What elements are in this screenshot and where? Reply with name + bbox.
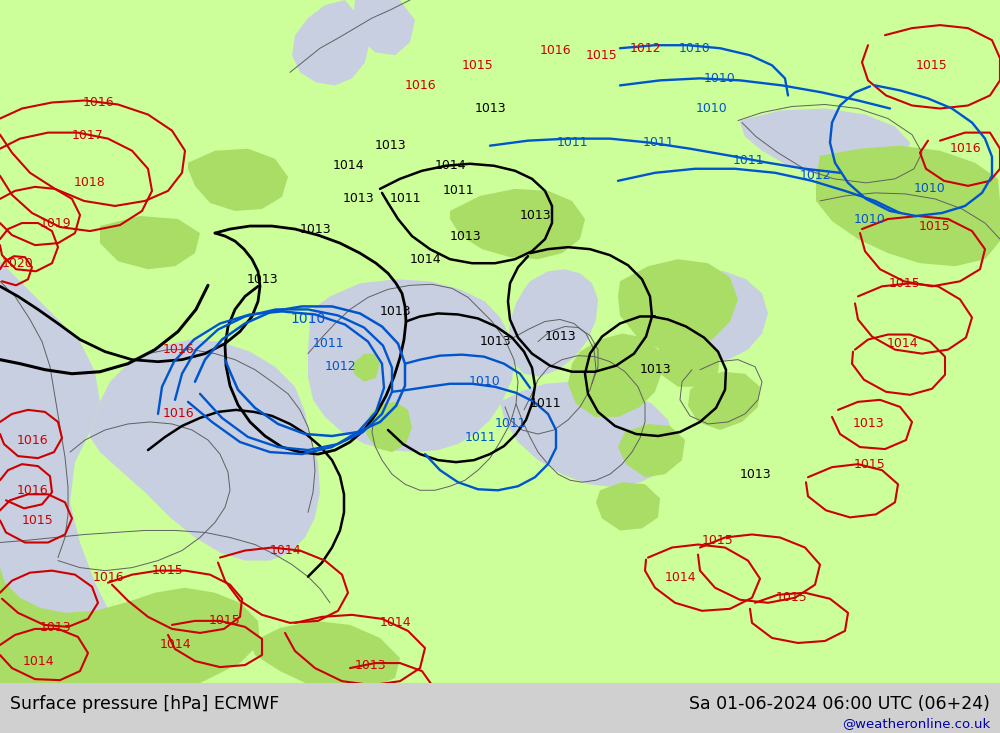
Text: 1015: 1015 — [586, 49, 618, 62]
Text: 1013: 1013 — [852, 418, 884, 430]
Text: 1013: 1013 — [519, 210, 551, 223]
Polygon shape — [0, 542, 260, 683]
Text: 1013: 1013 — [354, 658, 386, 671]
Text: 1010: 1010 — [854, 213, 886, 226]
Text: 1016: 1016 — [82, 96, 114, 109]
Text: 1015: 1015 — [462, 59, 494, 72]
Text: 1014: 1014 — [379, 616, 411, 630]
Text: 1013: 1013 — [449, 229, 481, 243]
Polygon shape — [618, 424, 685, 477]
Polygon shape — [450, 189, 585, 259]
Text: 1015: 1015 — [209, 614, 241, 627]
Text: 1016: 1016 — [16, 433, 48, 446]
Text: 1014: 1014 — [332, 159, 364, 172]
Polygon shape — [656, 269, 768, 364]
Text: 1013: 1013 — [479, 335, 511, 348]
Text: 1014: 1014 — [886, 337, 918, 350]
Text: 1011: 1011 — [389, 193, 421, 205]
Text: 1016: 1016 — [16, 484, 48, 497]
Text: 1013: 1013 — [246, 273, 278, 286]
Text: @weatheronline.co.uk: @weatheronline.co.uk — [842, 718, 990, 731]
Text: 1015: 1015 — [152, 564, 184, 577]
Polygon shape — [568, 334, 662, 417]
Text: 1010: 1010 — [679, 42, 711, 55]
Polygon shape — [353, 353, 380, 382]
Text: 1015: 1015 — [916, 59, 948, 72]
Text: 1011: 1011 — [642, 136, 674, 149]
Text: 1015: 1015 — [854, 457, 886, 471]
Text: Sa 01-06-2024 06:00 UTC (06+24): Sa 01-06-2024 06:00 UTC (06+24) — [689, 695, 990, 713]
Text: 1010: 1010 — [469, 375, 501, 388]
Text: 1011: 1011 — [556, 136, 588, 149]
Text: 1014: 1014 — [664, 571, 696, 584]
Polygon shape — [816, 146, 1000, 266]
Text: 1011: 1011 — [494, 418, 526, 430]
Text: 1014: 1014 — [409, 253, 441, 265]
Polygon shape — [618, 259, 738, 350]
Text: 1011: 1011 — [732, 154, 764, 167]
Text: 1016: 1016 — [162, 343, 194, 356]
Text: 1012: 1012 — [629, 42, 661, 55]
Text: 1018: 1018 — [74, 177, 106, 189]
Polygon shape — [308, 279, 515, 452]
Polygon shape — [596, 482, 660, 531]
Polygon shape — [250, 621, 400, 691]
Text: 1010: 1010 — [704, 72, 736, 85]
Text: 1016: 1016 — [92, 571, 124, 584]
Text: 1013: 1013 — [544, 330, 576, 343]
Text: 1011: 1011 — [464, 430, 496, 443]
Text: 1013: 1013 — [299, 223, 331, 235]
Polygon shape — [656, 336, 720, 387]
Polygon shape — [188, 149, 288, 211]
Text: 1014: 1014 — [269, 544, 301, 557]
Text: 1014: 1014 — [22, 655, 54, 668]
Text: Surface pressure [hPa] ECMWF: Surface pressure [hPa] ECMWF — [10, 695, 279, 713]
Text: 1012: 1012 — [799, 169, 831, 183]
Text: 1013: 1013 — [639, 364, 671, 376]
Text: 1016: 1016 — [404, 79, 436, 92]
Text: 1013: 1013 — [474, 102, 506, 115]
Polygon shape — [500, 382, 675, 487]
Text: 1019: 1019 — [39, 216, 71, 229]
Text: 1013: 1013 — [342, 193, 374, 205]
Text: 1020: 1020 — [2, 257, 34, 270]
Text: 1013: 1013 — [39, 622, 71, 634]
Text: 1015: 1015 — [889, 277, 921, 290]
Polygon shape — [90, 339, 320, 561]
Text: 1011: 1011 — [529, 397, 561, 410]
Polygon shape — [366, 402, 412, 452]
Polygon shape — [740, 108, 910, 179]
Text: 1014: 1014 — [159, 638, 191, 652]
Text: 1016: 1016 — [949, 142, 981, 155]
Text: 1016: 1016 — [162, 408, 194, 421]
Text: 1012: 1012 — [324, 360, 356, 373]
Polygon shape — [292, 0, 370, 85]
Polygon shape — [0, 130, 130, 683]
Polygon shape — [100, 216, 200, 269]
Text: 1011: 1011 — [312, 337, 344, 350]
Text: 1010: 1010 — [290, 312, 326, 326]
Text: 1015: 1015 — [919, 220, 951, 232]
Polygon shape — [508, 269, 598, 377]
Text: 1015: 1015 — [702, 534, 734, 547]
Polygon shape — [353, 0, 415, 55]
Polygon shape — [688, 372, 760, 430]
Text: 1013: 1013 — [374, 139, 406, 152]
Text: 1014: 1014 — [434, 159, 466, 172]
Text: 1015: 1015 — [22, 514, 54, 527]
Text: 1013: 1013 — [739, 468, 771, 481]
Text: 1015: 1015 — [776, 592, 808, 604]
Text: 1017: 1017 — [72, 129, 104, 142]
Text: 1011: 1011 — [442, 185, 474, 197]
Text: 1016: 1016 — [539, 44, 571, 56]
Text: 1010: 1010 — [914, 183, 946, 196]
Text: 1010: 1010 — [696, 102, 728, 115]
Text: 1013: 1013 — [379, 305, 411, 318]
